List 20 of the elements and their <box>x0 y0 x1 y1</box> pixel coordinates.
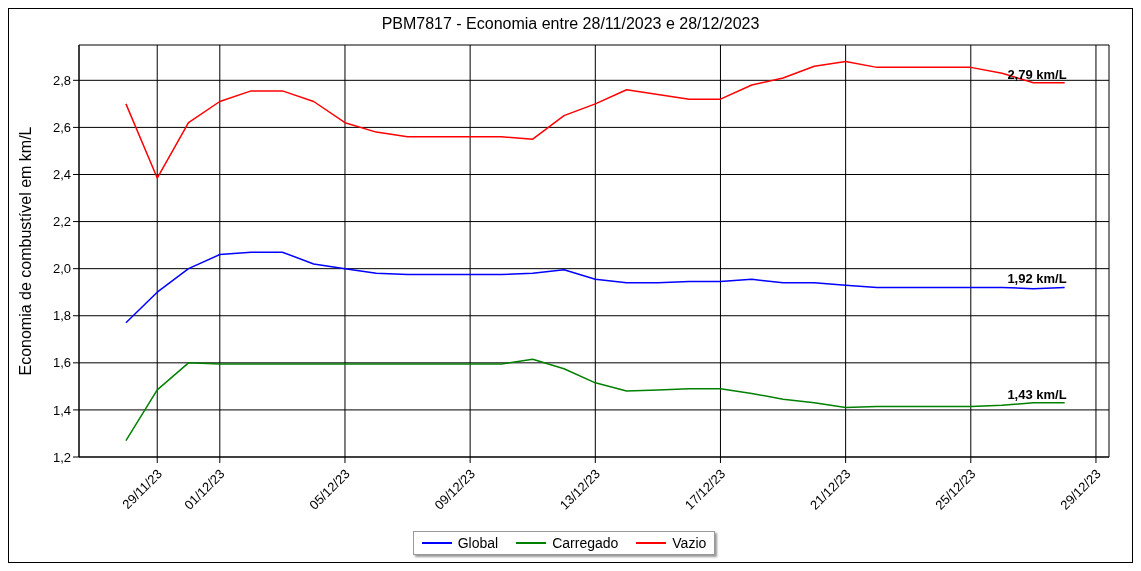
legend-label: Carregado <box>552 535 619 551</box>
y-tick-label: 1,6 <box>52 355 71 371</box>
y-tick-label: 2,6 <box>52 120 71 136</box>
chart-title: PBM7817 - Economia entre 28/11/2023 e 28/12/2023 <box>380 15 761 34</box>
y-axis-title: Economia de combustível em km/L <box>16 126 34 376</box>
y-tick-label: 2,2 <box>52 214 71 230</box>
annotation: 2,79 km/L <box>1007 66 1067 82</box>
y-tick-label: 2,8 <box>52 72 71 88</box>
y-tick-label: 1,2 <box>52 449 71 465</box>
line-series <box>125 358 1066 442</box>
annotation: 1,92 km/L <box>1007 271 1067 287</box>
legend-label: Global <box>457 535 499 551</box>
line-series <box>125 60 1066 179</box>
y-tick-label: 2,0 <box>52 261 71 277</box>
y-tick-label: 1,4 <box>52 402 71 418</box>
line-series <box>125 251 1066 324</box>
y-tick-label: 1,8 <box>52 308 71 324</box>
legend-label: Vazio <box>672 535 707 551</box>
y-tick-label: 2,4 <box>52 167 71 183</box>
annotation: 1,43 km/L <box>1007 386 1067 402</box>
